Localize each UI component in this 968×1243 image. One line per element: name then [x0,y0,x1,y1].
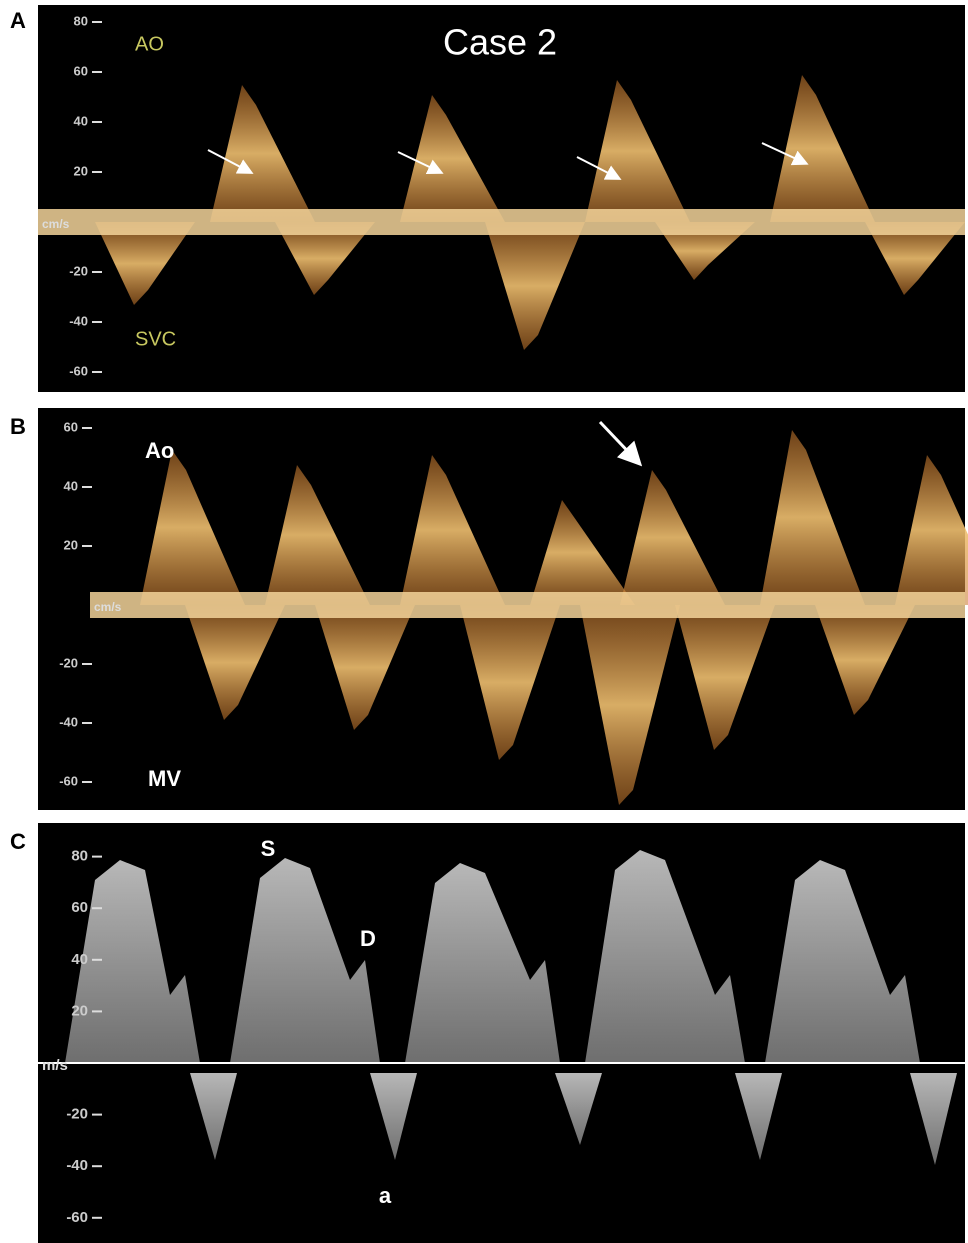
y-tick-label: -40 [69,313,88,328]
y-tick-label: -60 [69,363,88,378]
flow-envelope [400,455,505,605]
y-tick-label: 40 [74,113,88,128]
bottom-label: MV [148,766,181,791]
flow-envelope [315,605,415,730]
flow-envelope [530,500,635,605]
y-tick-label: 20 [74,163,88,178]
flow-envelope [210,85,315,222]
flow-envelope [585,80,690,222]
y-tick-label: 80 [71,848,88,865]
flow-envelope [865,222,965,295]
y-tick-label: 80 [74,13,88,28]
flow-envelope [815,605,915,715]
flow-envelope [185,605,285,720]
panel-letter: A [10,8,26,33]
y-tick-label: -40 [66,1157,88,1174]
flow-envelope [760,430,865,605]
doppler-waveform [38,75,965,350]
baseline-band [38,209,965,235]
flow-envelope [275,222,375,295]
top-label: Ao [145,438,174,463]
flow-envelope [95,222,195,305]
flow-envelope [895,455,968,605]
flow-envelope [140,450,245,605]
flow-envelope [230,858,380,1063]
flow-envelope [585,850,745,1063]
baseline-band [90,592,965,618]
doppler-waveform [90,430,968,805]
flow-envelope [190,1073,237,1160]
arrow [576,156,622,180]
flow-envelope [265,465,370,605]
bottom-label: SVC [135,328,176,350]
y-tick-label: 60 [64,419,78,434]
y-tick-label: 40 [71,951,88,968]
y-tick-label: -20 [66,1106,88,1123]
arrow [598,420,643,467]
panel-letter: B [10,414,26,439]
unit-label: cm/s [42,217,70,231]
y-tick-label: 60 [71,899,88,916]
flow-envelope [370,1073,417,1160]
panel-letter: C [10,829,26,854]
arrow [207,149,254,174]
flow-envelope [580,605,680,805]
y-tick-label: -20 [59,655,78,670]
y-tick-label: -60 [66,1209,88,1226]
flow-envelope [485,222,585,350]
flow-envelope [735,1073,782,1160]
flow-envelope [405,863,560,1063]
flow-envelope [460,605,560,760]
y-tick-label: -40 [59,714,78,729]
flow-envelope [770,75,875,222]
doppler-waveform [38,850,965,1165]
flow-envelope [400,95,505,222]
flow-envelope [675,605,775,750]
y-tick-label: 20 [64,537,78,552]
wave-annotation: D [360,926,376,951]
flow-envelope [620,470,725,605]
wave-annotation: S [261,836,276,861]
flow-envelope [910,1073,957,1165]
flow-envelope [765,860,920,1063]
arrow [397,151,444,175]
y-tick-label: -20 [69,263,88,278]
arrows [207,142,809,467]
unit-label: m/s [42,1057,68,1074]
top-label: AO [135,33,164,55]
y-tick-label: 60 [74,63,88,78]
arrow [761,142,809,166]
title: Case 2 [443,22,557,63]
y-tick-label: 40 [64,478,78,493]
y-tick-label: 20 [71,1002,88,1019]
flow-envelope [555,1073,602,1145]
unit-label: cm/s [94,600,122,614]
flow-envelope [655,222,755,280]
wave-annotation: a [379,1183,392,1208]
y-tick-label: -60 [59,773,78,788]
